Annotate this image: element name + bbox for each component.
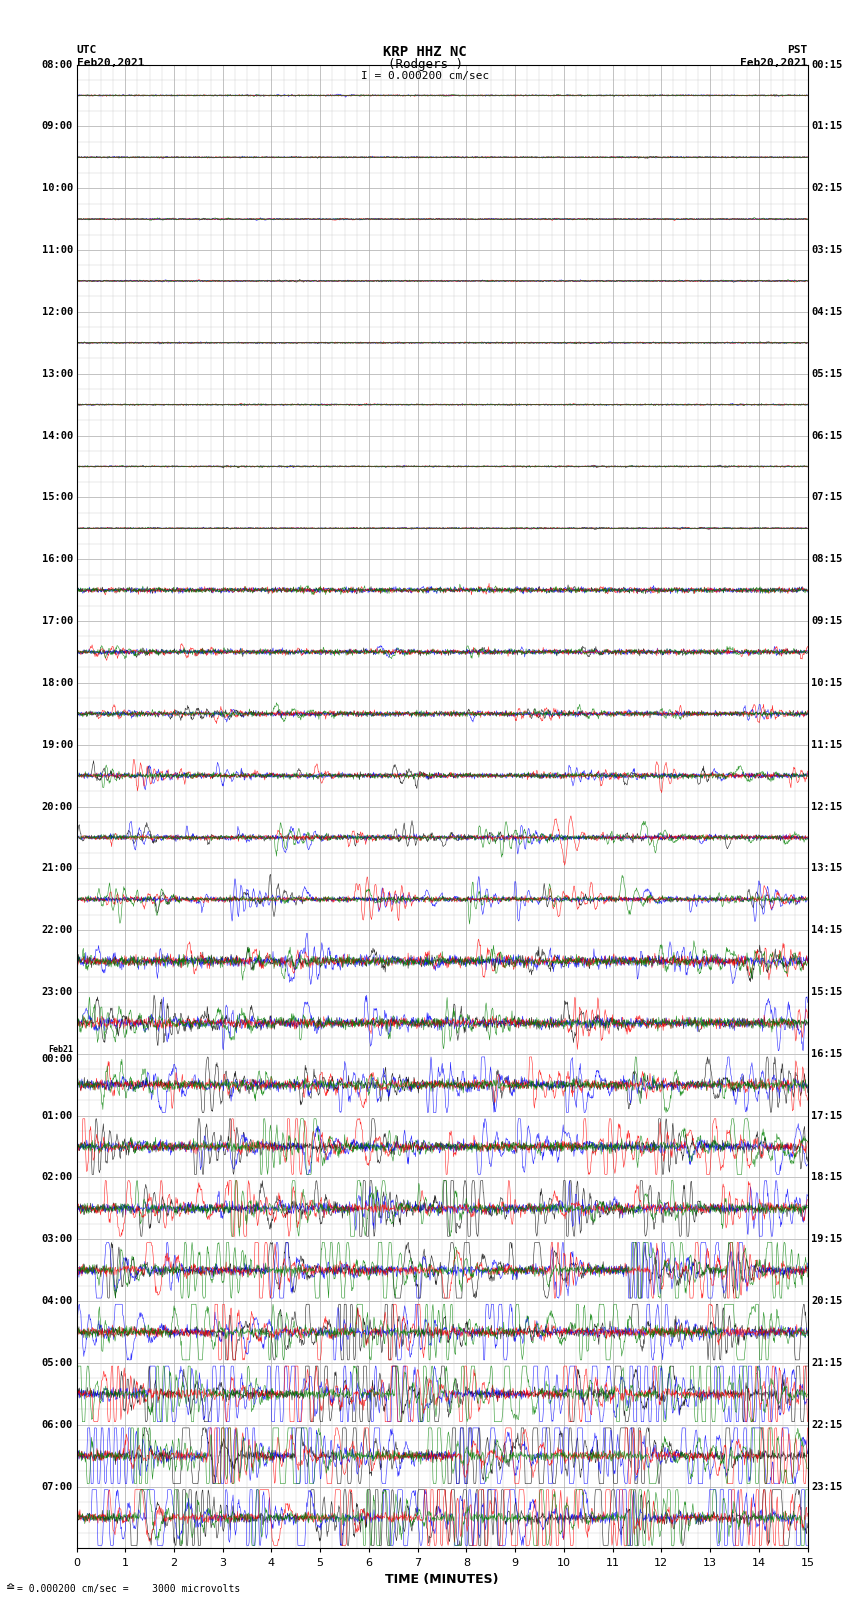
Text: 08:15: 08:15 [811,555,842,565]
Text: 03:15: 03:15 [811,245,842,255]
Text: (Rodgers ): (Rodgers ) [388,58,462,71]
Text: 12:00: 12:00 [42,306,73,316]
Text: 10:15: 10:15 [811,677,842,687]
X-axis label: TIME (MINUTES): TIME (MINUTES) [385,1573,499,1586]
Text: 13:15: 13:15 [811,863,842,873]
Text: 06:00: 06:00 [42,1419,73,1429]
Text: 02:15: 02:15 [811,184,842,194]
Text: 00:15: 00:15 [811,60,842,69]
Text: 12:15: 12:15 [811,802,842,811]
Text: 22:15: 22:15 [811,1419,842,1429]
Text: 18:00: 18:00 [42,677,73,687]
Text: 02:00: 02:00 [42,1173,73,1182]
Text: Feb21: Feb21 [48,1045,73,1053]
Text: 04:15: 04:15 [811,306,842,316]
Text: 13:00: 13:00 [42,369,73,379]
Text: KRP HHZ NC: KRP HHZ NC [383,45,467,60]
Text: Feb20,2021: Feb20,2021 [740,58,808,68]
Text: 15:15: 15:15 [811,987,842,997]
Text: 19:15: 19:15 [811,1234,842,1244]
Text: 01:00: 01:00 [42,1111,73,1121]
Text: 03:00: 03:00 [42,1234,73,1244]
Text: 20:15: 20:15 [811,1297,842,1307]
Text: 07:00: 07:00 [42,1482,73,1492]
Text: 14:00: 14:00 [42,431,73,440]
Text: UTC: UTC [76,45,97,55]
Text: Feb20,2021: Feb20,2021 [76,58,144,68]
Text: 09:15: 09:15 [811,616,842,626]
Text: 05:15: 05:15 [811,369,842,379]
Text: I = 0.000200 cm/sec: I = 0.000200 cm/sec [361,71,489,81]
Text: 23:15: 23:15 [811,1482,842,1492]
Text: 17:15: 17:15 [811,1111,842,1121]
Text: 11:00: 11:00 [42,245,73,255]
Text: 15:00: 15:00 [42,492,73,502]
Text: 21:00: 21:00 [42,863,73,873]
Text: 23:00: 23:00 [42,987,73,997]
Text: ⪮: ⪮ [5,1582,15,1592]
Text: 21:15: 21:15 [811,1358,842,1368]
Text: = 0.000200 cm/sec =    3000 microvolts: = 0.000200 cm/sec = 3000 microvolts [17,1584,241,1594]
Text: 07:15: 07:15 [811,492,842,502]
Text: 19:00: 19:00 [42,740,73,750]
Text: 08:00: 08:00 [42,60,73,69]
Text: 16:15: 16:15 [811,1048,842,1058]
Text: 04:00: 04:00 [42,1297,73,1307]
Text: 20:00: 20:00 [42,802,73,811]
Text: 11:15: 11:15 [811,740,842,750]
Text: 06:15: 06:15 [811,431,842,440]
Text: 18:15: 18:15 [811,1173,842,1182]
Text: PST: PST [787,45,808,55]
Text: 09:00: 09:00 [42,121,73,131]
Text: 14:15: 14:15 [811,926,842,936]
Text: 16:00: 16:00 [42,555,73,565]
Text: 10:00: 10:00 [42,184,73,194]
Text: 22:00: 22:00 [42,926,73,936]
Text: 01:15: 01:15 [811,121,842,131]
Text: 00:00: 00:00 [42,1053,73,1065]
Text: 17:00: 17:00 [42,616,73,626]
Text: 05:00: 05:00 [42,1358,73,1368]
